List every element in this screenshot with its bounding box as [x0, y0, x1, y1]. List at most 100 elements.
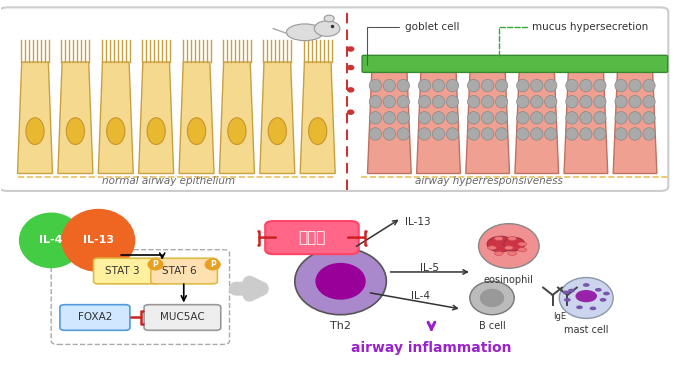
Text: Th2: Th2 — [330, 322, 351, 331]
Ellipse shape — [615, 95, 627, 108]
Ellipse shape — [566, 95, 578, 108]
FancyBboxPatch shape — [0, 7, 668, 191]
Ellipse shape — [564, 298, 571, 302]
Ellipse shape — [481, 79, 494, 92]
Ellipse shape — [496, 79, 508, 92]
Ellipse shape — [530, 95, 543, 108]
Ellipse shape — [603, 292, 610, 295]
Ellipse shape — [432, 128, 445, 140]
Ellipse shape — [594, 79, 606, 92]
Ellipse shape — [316, 263, 366, 300]
Ellipse shape — [517, 112, 529, 124]
Ellipse shape — [496, 95, 508, 108]
Polygon shape — [300, 62, 335, 173]
Ellipse shape — [580, 79, 592, 92]
Ellipse shape — [369, 112, 381, 124]
Ellipse shape — [494, 251, 503, 256]
Ellipse shape — [590, 307, 596, 310]
Text: IL-13: IL-13 — [405, 217, 430, 227]
Ellipse shape — [629, 95, 641, 108]
Polygon shape — [139, 62, 173, 173]
Ellipse shape — [397, 95, 409, 108]
Ellipse shape — [594, 112, 606, 124]
Ellipse shape — [508, 236, 517, 241]
Ellipse shape — [468, 95, 480, 108]
Ellipse shape — [309, 118, 327, 144]
Ellipse shape — [566, 79, 578, 92]
Ellipse shape — [61, 209, 135, 272]
Text: IgE: IgE — [554, 312, 566, 321]
Polygon shape — [220, 62, 254, 173]
Text: normal airway epithelium: normal airway epithelium — [103, 176, 235, 186]
Ellipse shape — [418, 112, 430, 124]
Ellipse shape — [517, 95, 529, 108]
Ellipse shape — [643, 112, 655, 124]
Polygon shape — [613, 69, 657, 173]
Ellipse shape — [228, 118, 246, 144]
Polygon shape — [58, 62, 93, 173]
Ellipse shape — [566, 112, 578, 124]
Ellipse shape — [479, 224, 539, 268]
Ellipse shape — [615, 79, 627, 92]
Ellipse shape — [19, 213, 84, 268]
Ellipse shape — [496, 128, 508, 140]
Ellipse shape — [517, 128, 529, 140]
Ellipse shape — [545, 79, 557, 92]
Polygon shape — [515, 69, 559, 173]
Ellipse shape — [295, 248, 386, 315]
Ellipse shape — [446, 95, 458, 108]
Text: IL-4: IL-4 — [39, 235, 63, 245]
Ellipse shape — [418, 79, 430, 92]
Ellipse shape — [347, 88, 354, 92]
Ellipse shape — [481, 95, 494, 108]
FancyBboxPatch shape — [94, 258, 160, 284]
Ellipse shape — [384, 128, 396, 140]
Ellipse shape — [545, 128, 557, 140]
Ellipse shape — [268, 118, 286, 144]
Text: IL-13: IL-13 — [83, 235, 114, 245]
FancyBboxPatch shape — [60, 305, 130, 330]
Ellipse shape — [432, 112, 445, 124]
Ellipse shape — [505, 246, 513, 250]
Ellipse shape — [397, 79, 409, 92]
Ellipse shape — [26, 118, 44, 144]
Text: mast cell: mast cell — [564, 325, 609, 335]
Ellipse shape — [568, 289, 575, 292]
Ellipse shape — [286, 24, 324, 41]
Ellipse shape — [446, 79, 458, 92]
Text: 백선피: 백선피 — [299, 230, 326, 245]
Ellipse shape — [418, 128, 430, 140]
Ellipse shape — [468, 112, 480, 124]
Ellipse shape — [517, 79, 529, 92]
Ellipse shape — [397, 112, 409, 124]
Text: eosinophil: eosinophil — [484, 275, 534, 285]
FancyBboxPatch shape — [144, 305, 221, 330]
Polygon shape — [260, 62, 295, 173]
Ellipse shape — [629, 128, 641, 140]
Ellipse shape — [643, 128, 655, 140]
Text: MUC5AC: MUC5AC — [160, 313, 205, 323]
Ellipse shape — [496, 112, 508, 124]
Ellipse shape — [147, 118, 165, 144]
Ellipse shape — [518, 248, 527, 252]
Ellipse shape — [530, 128, 543, 140]
Text: goblet cell: goblet cell — [367, 22, 459, 65]
Ellipse shape — [369, 95, 381, 108]
Text: P: P — [152, 260, 158, 269]
Ellipse shape — [576, 305, 583, 309]
Ellipse shape — [530, 79, 543, 92]
Ellipse shape — [446, 112, 458, 124]
Text: STAT 3: STAT 3 — [105, 266, 139, 276]
Polygon shape — [564, 69, 608, 173]
Ellipse shape — [188, 118, 205, 144]
Ellipse shape — [384, 79, 396, 92]
Ellipse shape — [470, 281, 514, 315]
Ellipse shape — [432, 79, 445, 92]
Polygon shape — [417, 69, 460, 173]
Ellipse shape — [504, 237, 525, 251]
Ellipse shape — [418, 95, 430, 108]
Ellipse shape — [369, 79, 381, 92]
Ellipse shape — [615, 128, 627, 140]
Ellipse shape — [468, 79, 480, 92]
Ellipse shape — [566, 128, 578, 140]
